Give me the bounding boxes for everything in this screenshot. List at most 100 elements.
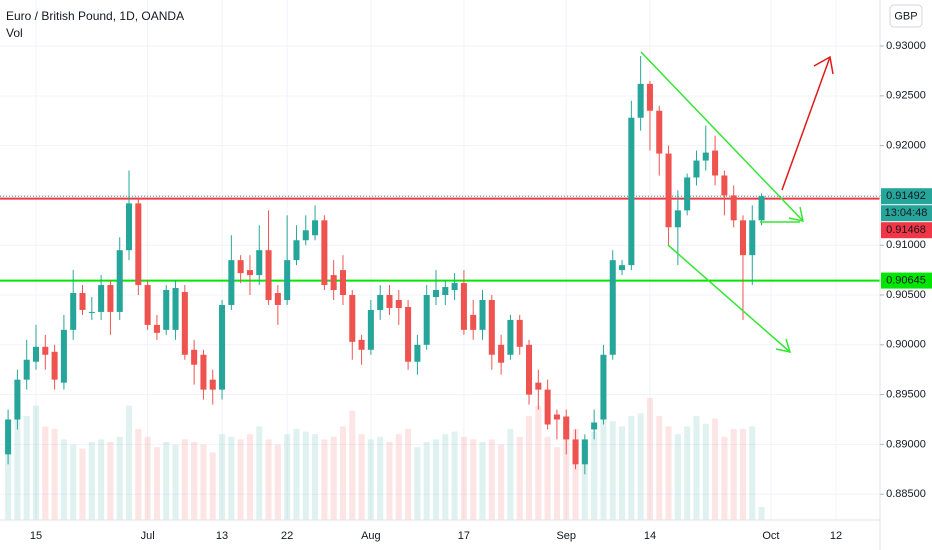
candle-body (498, 344, 505, 363)
x-tick-label: 12 (830, 530, 842, 542)
candle-body (702, 152, 709, 161)
candle-body (646, 83, 653, 111)
volume-bar (219, 434, 226, 520)
volume-bar (544, 436, 551, 520)
candle-body (637, 83, 644, 118)
volume-bar (293, 429, 300, 520)
candle-body (553, 414, 560, 420)
trend-line (640, 51, 804, 222)
candle-body (730, 195, 737, 221)
y-tick-label: 0.91000 (886, 239, 926, 251)
x-tick-label: Aug (361, 530, 381, 542)
volume-bar (702, 423, 709, 520)
volume-bar (70, 444, 77, 520)
candle-body (414, 344, 421, 362)
candle-body (51, 351, 58, 380)
volume-bar (79, 448, 86, 520)
volume-bar (572, 429, 579, 520)
candle-body (107, 285, 114, 312)
hline-label: 0.90645 (886, 274, 926, 286)
volume-bar (451, 431, 458, 520)
volume-bar (98, 439, 105, 520)
candle-body (367, 309, 374, 350)
candle-body (60, 329, 67, 383)
candle-body (535, 382, 542, 390)
candle-body (395, 299, 402, 308)
arrow-head (813, 55, 834, 75)
candle-body (423, 295, 430, 345)
x-tick-label: 13 (216, 530, 228, 542)
volume-bar (349, 410, 356, 520)
candle-body (312, 220, 319, 236)
candle-body (293, 240, 300, 261)
volume-bar (432, 439, 440, 520)
volume-bar (563, 423, 570, 520)
volume-bar (228, 436, 235, 520)
volume-bar (609, 421, 616, 520)
volume-bar (739, 429, 746, 520)
candle-body (284, 260, 291, 300)
candle-body (265, 250, 272, 300)
volume-bar (470, 439, 477, 520)
volume-bar (88, 442, 95, 520)
candle-body (321, 220, 328, 286)
arrow-head (775, 338, 792, 354)
countdown-label-box (881, 205, 932, 222)
candle-body (628, 117, 635, 266)
currency-button[interactable] (889, 4, 923, 28)
candle-body (749, 220, 756, 256)
y-tick-label: 0.90500 (886, 289, 926, 301)
volume-bar (656, 416, 663, 520)
y-tick-label: 0.92000 (886, 140, 926, 152)
candle-body (302, 230, 309, 241)
candle-body (563, 416, 570, 440)
volume-bar (367, 439, 374, 520)
candle-body (377, 295, 384, 310)
grid (0, 0, 880, 520)
candle-body (209, 379, 216, 390)
drawings (640, 51, 834, 354)
candle-body (98, 285, 105, 312)
volume-label: Vol (6, 26, 23, 40)
hline-label: 0.91468 (886, 224, 926, 236)
volume-bar (144, 436, 151, 520)
candle-body (246, 270, 253, 276)
candle-body (739, 220, 746, 256)
candle-body (460, 283, 467, 330)
x-tick-label: Sep (556, 530, 576, 542)
currency-label[interactable]: GBP (894, 10, 917, 22)
volume-bar (153, 447, 160, 520)
volume-bar (116, 436, 123, 520)
volume-bar (5, 431, 12, 520)
volume-bar (23, 416, 30, 520)
volume-bar (693, 416, 700, 520)
candle-body (349, 295, 356, 342)
volume-bar (42, 426, 49, 520)
hline-label-box (881, 272, 932, 289)
volume-bar (330, 436, 337, 520)
volume-bar (646, 397, 653, 520)
volume-bar (200, 444, 207, 520)
volume-bar (51, 429, 58, 520)
volume-bar (730, 429, 737, 520)
volume-bar (60, 439, 67, 520)
candle-body (721, 175, 728, 196)
candle-body (386, 295, 393, 308)
volume-bar (386, 442, 393, 520)
candle-body (23, 359, 30, 380)
volume-bar (600, 416, 607, 520)
x-tick-label: 22 (281, 530, 293, 542)
volume-bar (312, 434, 319, 520)
x-tick-label: 14 (644, 530, 656, 542)
candle-body (591, 422, 598, 430)
volume-bar (107, 442, 114, 520)
candle-body (153, 324, 160, 333)
volume-bar (442, 434, 449, 520)
y-tick-label: 0.89000 (886, 438, 926, 450)
volume-bar (758, 507, 765, 520)
volume-bar (358, 434, 365, 520)
candle-body (432, 290, 440, 298)
volume-bar (479, 442, 486, 520)
